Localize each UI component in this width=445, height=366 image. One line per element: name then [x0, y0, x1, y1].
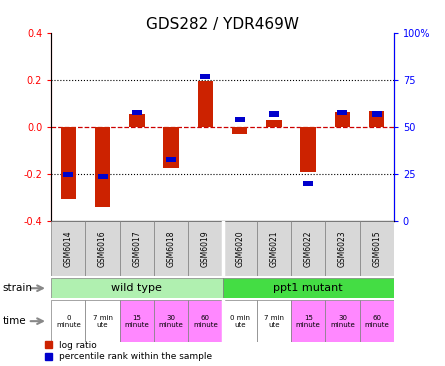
Bar	[85, 221, 120, 276]
Bar	[266, 120, 282, 127]
Bar	[61, 127, 76, 199]
Title: GDS282 / YDR469W: GDS282 / YDR469W	[146, 17, 299, 32]
Bar	[95, 127, 110, 207]
Bar	[97, 173, 108, 179]
Bar	[232, 127, 247, 134]
Bar	[235, 117, 245, 122]
Bar	[325, 300, 360, 342]
Bar	[154, 221, 188, 276]
Bar	[129, 114, 145, 127]
Bar	[154, 300, 188, 342]
Text: 0 min
ute: 0 min ute	[230, 315, 250, 328]
Text: 15
minute: 15 minute	[125, 315, 149, 328]
Bar	[85, 300, 120, 342]
Text: GSM6021: GSM6021	[269, 231, 279, 267]
Bar	[163, 127, 179, 168]
Text: GSM6023: GSM6023	[338, 231, 347, 267]
Text: 60
minute: 60 minute	[193, 315, 218, 328]
Bar	[120, 221, 154, 276]
Bar	[335, 112, 350, 127]
Text: wild type: wild type	[111, 283, 162, 293]
Bar	[222, 221, 257, 276]
Bar	[132, 109, 142, 115]
Text: 30
minute: 30 minute	[159, 315, 183, 328]
Bar	[222, 300, 257, 342]
Text: ppt1 mutant: ppt1 mutant	[273, 283, 343, 293]
Text: 7 min
ute: 7 min ute	[264, 315, 284, 328]
Legend: log ratio, percentile rank within the sample: log ratio, percentile rank within the sa…	[44, 341, 212, 362]
Bar	[360, 221, 394, 276]
Text: GSM6022: GSM6022	[303, 231, 313, 267]
Bar	[198, 81, 213, 127]
Text: 60
minute: 60 minute	[364, 315, 389, 328]
Bar	[51, 221, 85, 276]
Bar	[291, 221, 325, 276]
Bar	[300, 127, 316, 172]
Bar	[188, 221, 222, 276]
Bar	[51, 278, 223, 298]
Text: GSM6017: GSM6017	[132, 231, 142, 267]
Bar	[360, 300, 394, 342]
Text: 7 min
ute: 7 min ute	[93, 315, 113, 328]
Bar	[200, 74, 210, 79]
Text: GSM6014: GSM6014	[64, 231, 73, 267]
Bar	[257, 300, 291, 342]
Bar	[63, 172, 73, 177]
Bar	[257, 221, 291, 276]
Bar	[222, 278, 394, 298]
Bar	[369, 111, 384, 127]
Bar	[166, 157, 176, 162]
Bar	[188, 300, 222, 342]
Bar	[325, 221, 360, 276]
Text: GSM6015: GSM6015	[372, 231, 381, 267]
Text: 30
minute: 30 minute	[330, 315, 355, 328]
Bar	[303, 181, 313, 186]
Text: 0
minute: 0 minute	[56, 315, 81, 328]
Bar	[120, 300, 154, 342]
Text: 15
minute: 15 minute	[296, 315, 320, 328]
Text: GSM6019: GSM6019	[201, 231, 210, 267]
Text: strain: strain	[2, 283, 32, 293]
Bar	[372, 111, 382, 117]
Text: GSM6020: GSM6020	[235, 231, 244, 267]
Text: GSM6016: GSM6016	[98, 231, 107, 267]
Bar	[291, 300, 325, 342]
Text: GSM6018: GSM6018	[166, 231, 176, 267]
Text: time: time	[2, 316, 26, 326]
Bar	[337, 109, 348, 115]
Bar	[269, 111, 279, 117]
Bar	[51, 300, 85, 342]
